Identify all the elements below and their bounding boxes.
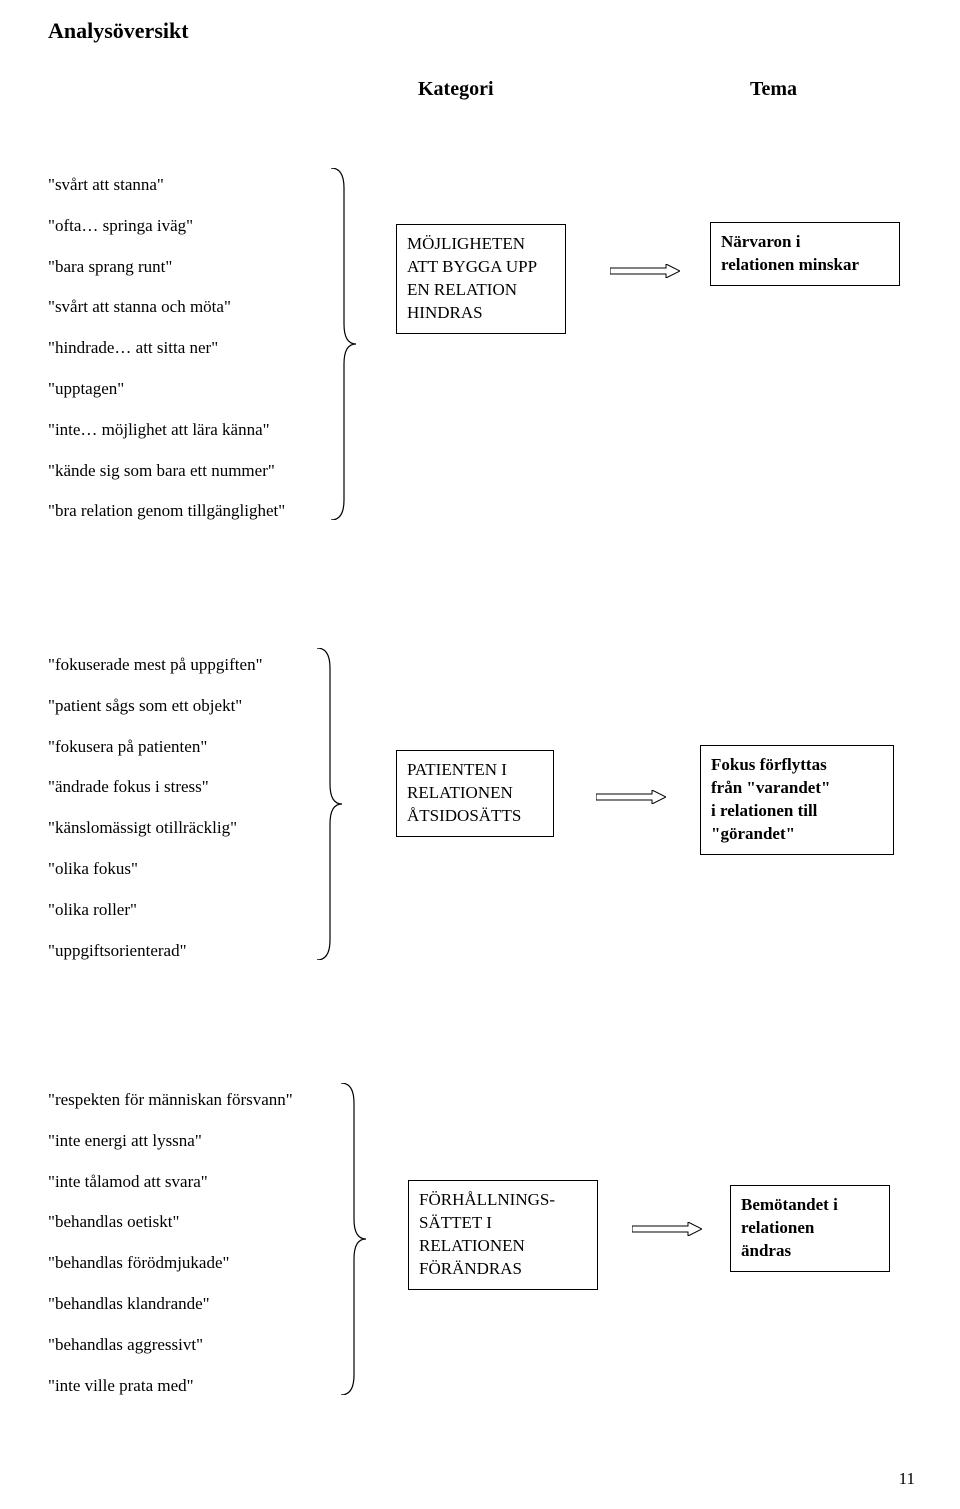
quote-line: "olika fokus"	[48, 849, 263, 890]
box-line: relationen minskar	[721, 254, 889, 277]
quote-line: "fokusera på patienten"	[48, 727, 263, 768]
arrow-icon	[596, 790, 666, 804]
brace-icon	[336, 1083, 366, 1395]
quotes-group-3: "respekten för människan försvann" "inte…	[48, 1080, 293, 1406]
quote-line: "upptagen"	[48, 369, 285, 410]
quotes-group-1: "svårt att stanna" "ofta… springa iväg" …	[48, 165, 285, 532]
quote-line: "behandlas klandrande"	[48, 1284, 293, 1325]
quote-line: "uppgiftsorienterad"	[48, 931, 263, 972]
heading-kategori: Kategori	[418, 78, 494, 101]
box-line: ÅTSIDOSÄTTS	[407, 805, 543, 828]
page: Analysöversikt Kategori Tema "svårt att …	[0, 0, 960, 1509]
arrow-icon	[632, 1222, 702, 1236]
quote-line: "svårt att stanna och möta"	[48, 287, 285, 328]
box-line: från "varandet"	[711, 777, 883, 800]
quotes-group-2: "fokuserade mest på uppgiften" "patient …	[48, 645, 263, 971]
box-line: "görandet"	[711, 823, 883, 846]
kategori-box-3: FÖRHÅLLNINGS- SÄTTET I RELATIONEN FÖRÄND…	[408, 1180, 598, 1290]
tema-box-3: Bemötandet i relationen ändras	[730, 1185, 890, 1272]
quote-line: "bara sprang runt"	[48, 247, 285, 288]
quote-line: "behandlas förödmjukade"	[48, 1243, 293, 1284]
quote-line: "kände sig som bara ett nummer"	[48, 451, 285, 492]
box-line: Närvaron i	[721, 231, 889, 254]
box-line: EN RELATION	[407, 279, 555, 302]
box-line: PATIENTEN I	[407, 759, 543, 782]
tema-box-2: Fokus förflyttas från "varandet" i relat…	[700, 745, 894, 855]
quote-line: "inte… möjlighet att lära känna"	[48, 410, 285, 451]
kategori-box-1: MÖJLIGHETEN ATT BYGGA UPP EN RELATION HI…	[396, 224, 566, 334]
box-line: Bemötandet i	[741, 1194, 879, 1217]
page-title: Analysöversikt	[48, 18, 189, 44]
box-line: RELATIONEN	[419, 1235, 587, 1258]
box-line: i relationen till	[711, 800, 883, 823]
quote-line: "inte ville prata med"	[48, 1366, 293, 1407]
arrow-icon	[610, 264, 680, 278]
box-line: ATT BYGGA UPP	[407, 256, 555, 279]
box-line: FÖRHÅLLNINGS-	[419, 1189, 587, 1212]
page-number: 11	[899, 1469, 915, 1489]
tema-box-1: Närvaron i relationen minskar	[710, 222, 900, 286]
quote-line: "känslomässigt otillräcklig"	[48, 808, 263, 849]
brace-icon	[312, 648, 342, 960]
quote-line: "behandlas oetiskt"	[48, 1202, 293, 1243]
box-line: relationen	[741, 1217, 879, 1240]
brace-icon	[326, 168, 356, 520]
box-line: HINDRAS	[407, 302, 555, 325]
box-line: MÖJLIGHETEN	[407, 233, 555, 256]
quote-line: "svårt att stanna"	[48, 165, 285, 206]
quote-line: "respekten för människan försvann"	[48, 1080, 293, 1121]
heading-tema: Tema	[750, 78, 797, 101]
box-line: RELATIONEN	[407, 782, 543, 805]
quote-line: "behandlas aggressivt"	[48, 1325, 293, 1366]
kategori-box-2: PATIENTEN I RELATIONEN ÅTSIDOSÄTTS	[396, 750, 554, 837]
quote-line: "patient sågs som ett objekt"	[48, 686, 263, 727]
box-line: ändras	[741, 1240, 879, 1263]
quote-line: "inte energi att lyssna"	[48, 1121, 293, 1162]
quote-line: "ändrade fokus i stress"	[48, 767, 263, 808]
quote-line: "fokuserade mest på uppgiften"	[48, 645, 263, 686]
box-line: FÖRÄNDRAS	[419, 1258, 587, 1281]
quote-line: "inte tålamod att svara"	[48, 1162, 293, 1203]
quote-line: "olika roller"	[48, 890, 263, 931]
quote-line: "hindrade… att sitta ner"	[48, 328, 285, 369]
box-line: Fokus förflyttas	[711, 754, 883, 777]
quote-line: "bra relation genom tillgänglighet"	[48, 491, 285, 532]
quote-line: "ofta… springa iväg"	[48, 206, 285, 247]
box-line: SÄTTET I	[419, 1212, 587, 1235]
